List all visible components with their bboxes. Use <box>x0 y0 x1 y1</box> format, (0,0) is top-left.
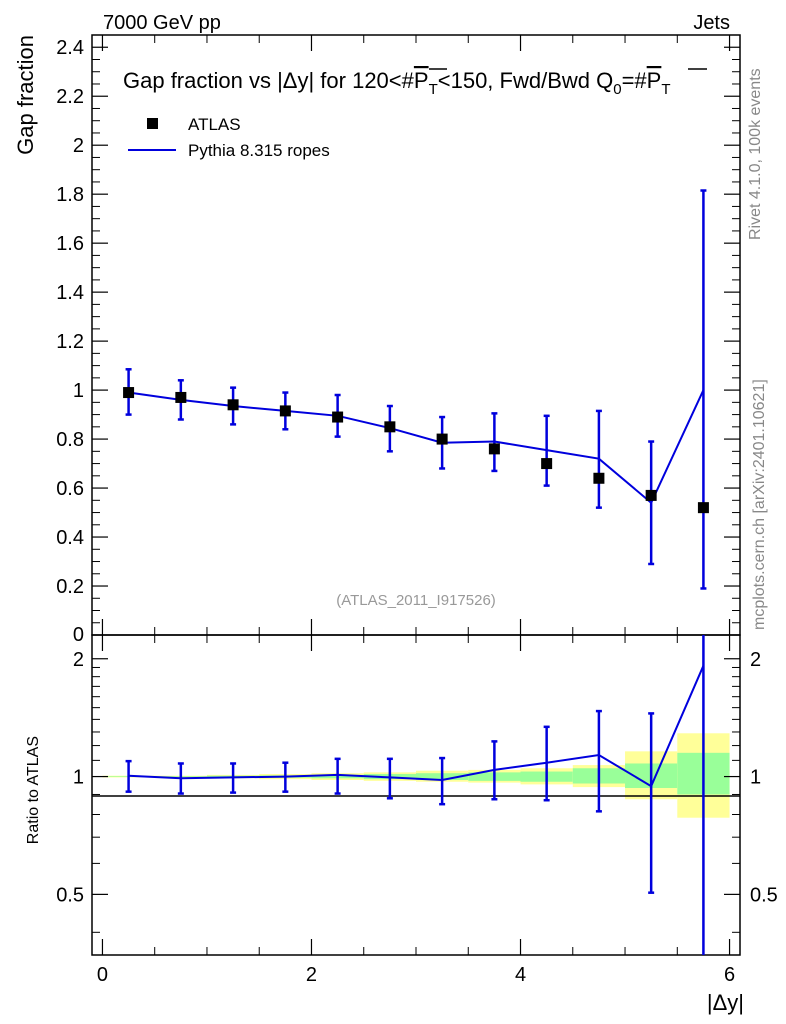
atlas-point <box>175 391 187 403</box>
ratio-ytick-label: 1 <box>73 767 84 789</box>
atlas-point <box>123 387 135 399</box>
atlas-point <box>697 502 709 514</box>
main-ticks: 0.2 0.4 0.6 0.8 1 1.2 1.4 1.6 1.8 2 2.2 2.4 0 <box>56 34 740 646</box>
atlas-point <box>279 405 291 417</box>
main-ytick-label: 1.2 <box>56 331 84 353</box>
energy-label: 7000 GeV pp <box>103 12 221 34</box>
ratio-bands <box>102 733 730 818</box>
atlas-point <box>488 443 500 455</box>
main-ytick-label: 2 <box>73 135 84 157</box>
ratio-marks <box>125 635 705 955</box>
mcplots-label: mcplots.cern.ch [arXiv:2401.10621] <box>751 379 768 630</box>
main-ytick-zero-label: 0 <box>73 624 84 646</box>
ratio-xtick-label: 4 <box>515 964 526 986</box>
atlas-point <box>384 421 396 433</box>
ratio-xtick-label: 6 <box>724 964 735 986</box>
main-ytick-label: 0.2 <box>56 576 84 598</box>
ratio-ytick-label: 0.5 <box>56 884 84 906</box>
rivet-label: Rivet 4.1.0, 100k events <box>747 68 764 240</box>
pythia-line <box>128 389 705 505</box>
category-label: Jets <box>693 12 730 34</box>
main-ylabel: Gap fraction <box>13 35 38 155</box>
ratio-xtick-label: 2 <box>306 964 317 986</box>
ratio-ytick-label-right: 0.5 <box>750 884 778 906</box>
ratio-ytick-label: 2 <box>73 649 84 671</box>
ratio-line <box>128 665 705 788</box>
legend-atlas-label: ATLAS <box>188 115 241 134</box>
main-marks <box>123 189 709 590</box>
atlas-point <box>645 489 657 501</box>
ratio-panel: 0.5 0.5 1 1 2 2 0 2 4 6 Ratio to ATLAS |Δy| <box>25 634 778 1015</box>
atlas-point <box>436 433 448 445</box>
main-ytick-label: 0.4 <box>56 527 84 549</box>
atlas-point <box>593 472 605 484</box>
main-ytick-label: 0.8 <box>56 429 84 451</box>
legend-atlas-marker <box>147 118 158 129</box>
main-ytick-label: 1.4 <box>56 282 84 304</box>
ratio-ytick-label-right: 2 <box>750 649 761 671</box>
main-ytick-label: 1.8 <box>56 184 84 206</box>
analysis-watermark: (ATLAS_2011_I917526) <box>336 592 496 609</box>
main-panel: 0.2 0.4 0.6 0.8 1 1.2 1.4 1.6 1.8 2 2.2 2.4 0 Gap fr… <box>13 34 741 646</box>
ratio-ytick-label-right: 1 <box>750 767 761 789</box>
legend: ATLAS Pythia 8.315 ropes <box>128 115 330 160</box>
atlas-point <box>227 399 239 411</box>
legend-pythia-label: Pythia 8.315 ropes <box>188 141 330 160</box>
atlas-point <box>332 411 344 423</box>
ratio-ylabel: Ratio to ATLAS <box>25 736 42 844</box>
atlas-point <box>541 458 553 470</box>
main-ytick-label: 1.6 <box>56 233 84 255</box>
x-axis-label: |Δy| <box>707 990 744 1015</box>
ratio-xtick-label: 0 <box>97 964 108 986</box>
main-ytick-label: 1 <box>73 380 84 402</box>
ratio-ticks: 0.5 0.5 1 1 2 2 0 2 4 6 <box>56 635 778 986</box>
main-ytick-label: 0.6 <box>56 478 84 500</box>
main-ytick-label: 2.2 <box>56 86 84 108</box>
chart-title: Gap fraction vs |Δy| for 120<#PT<150, Fw… <box>123 68 671 98</box>
main-ytick-label: 2.4 <box>56 37 84 59</box>
